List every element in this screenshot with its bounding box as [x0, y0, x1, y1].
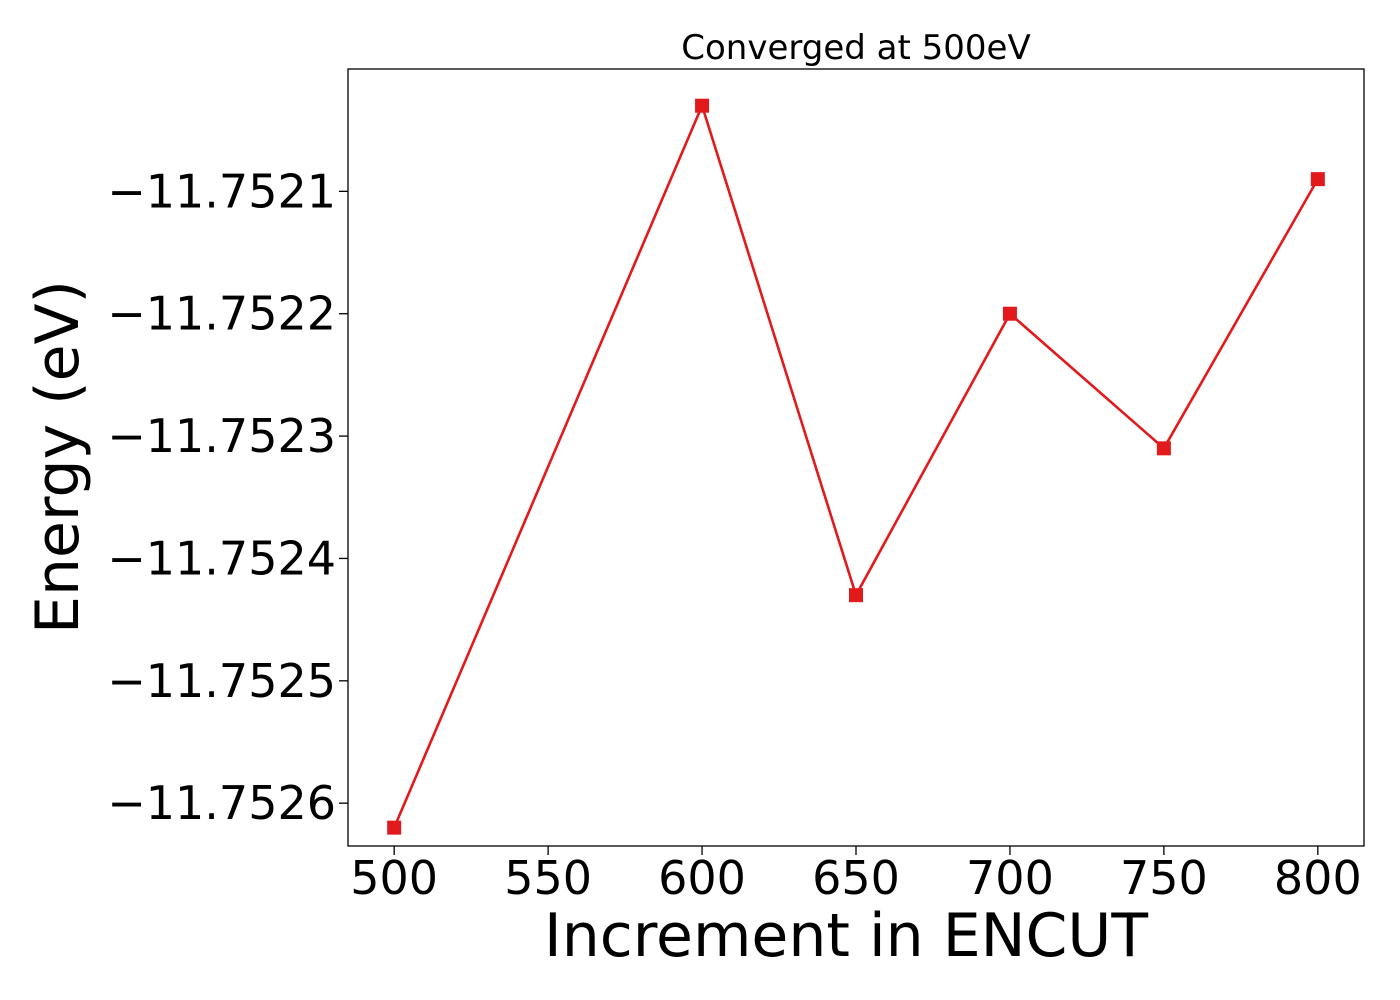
series-layer: [387, 98, 1325, 835]
x-tick-label: 800: [1274, 851, 1362, 905]
data-point-marker: [387, 820, 402, 835]
y-tick-label: −11.7521: [107, 164, 336, 218]
y-axis-ticks: −11.7526 −11.7525 −11.7524 −11.7523 −11.7522…: [107, 164, 348, 830]
x-tick-label: 700: [966, 851, 1054, 905]
series-line: [392, 101, 1319, 829]
x-tick-label: 600: [658, 851, 746, 905]
data-point-marker: [695, 98, 710, 113]
x-axis-ticks: 500 550 600 650 700 750 800: [350, 846, 1362, 905]
y-tick-label: −11.7524: [107, 531, 336, 585]
y-tick-label: −11.7523: [107, 409, 336, 463]
plot-area-frame: [347, 68, 1365, 847]
data-point-marker: [849, 588, 863, 603]
y-tick-label: −11.7522: [107, 287, 336, 341]
y-axis-label: Energy (eV): [23, 280, 93, 634]
x-tick-label: 500: [350, 851, 438, 905]
x-tick-label: 550: [504, 851, 592, 905]
x-tick-label: 750: [1120, 851, 1208, 905]
x-axis-label: Increment in ENCUT: [544, 901, 1148, 971]
y-tick-label: −11.7526: [107, 776, 336, 830]
x-tick-label: 650: [812, 851, 900, 905]
chart-title: Converged at 500eV: [681, 28, 1030, 68]
data-point-marker: [1310, 172, 1325, 187]
data-point-marker: [1002, 306, 1017, 321]
data-point-marker: [1156, 441, 1171, 456]
y-tick-label: −11.7525: [107, 654, 336, 708]
